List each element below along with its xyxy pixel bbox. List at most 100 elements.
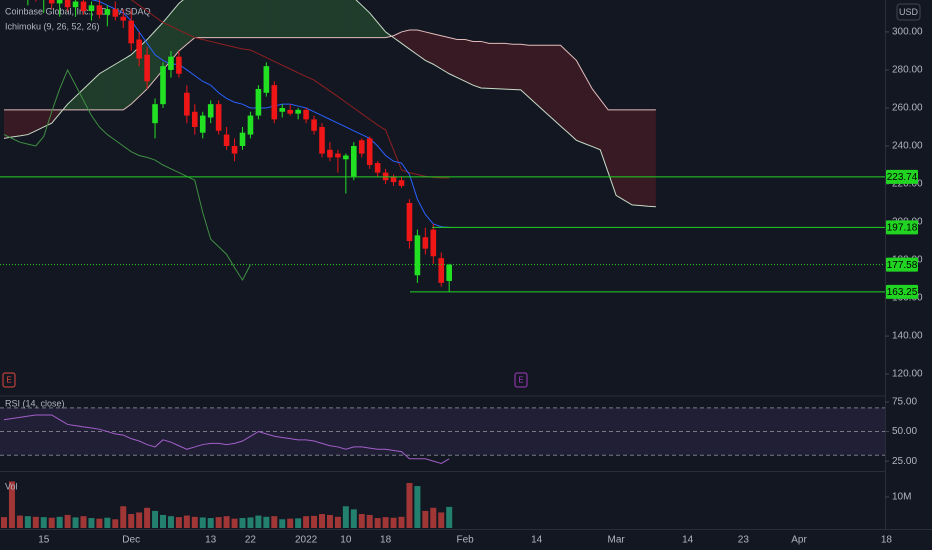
- ichimoku-cloud: [393, 31, 402, 44]
- candle-body: [287, 109, 293, 114]
- ichimoku-cloud: [528, 45, 537, 105]
- candle-body: [192, 111, 198, 127]
- volume-bar: [120, 506, 127, 528]
- candle-body: [406, 203, 413, 242]
- volume-bar: [334, 516, 341, 528]
- volume-bar: [88, 518, 95, 528]
- volume-bar: [446, 506, 453, 528]
- ichimoku-cloud: [647, 109, 656, 207]
- ichimoku-cloud: [322, 0, 330, 38]
- ichimoku-cloud: [250, 0, 259, 38]
- ichimoku-cloud: [186, 0, 195, 45]
- volume-label: Vol: [5, 481, 18, 491]
- ichimoku-chikou: [3, 68, 251, 281]
- volume-bar: [366, 514, 373, 528]
- ichimoku-cloud: [337, 0, 346, 38]
- candle-body: [327, 149, 333, 158]
- volume-bar: [303, 516, 310, 528]
- candle-body: [319, 126, 325, 154]
- ichimoku-cloud: [568, 52, 577, 141]
- ichimoku-cloud: [35, 109, 44, 131]
- candle-body: [160, 66, 166, 105]
- x-tick-label: 14: [682, 535, 694, 546]
- candle-body: [136, 39, 142, 59]
- volume-bar: [287, 518, 294, 528]
- candle-body: [144, 54, 150, 82]
- candle-body: [351, 145, 357, 177]
- ichimoku-cloud: [218, 0, 227, 38]
- currency-button[interactable]: [896, 3, 921, 21]
- volume-bar: [112, 519, 119, 528]
- volume-bar: [144, 507, 151, 528]
- y-tick-label: 120.00: [892, 369, 923, 380]
- candle-body: [374, 163, 381, 173]
- volume-bar: [175, 517, 182, 528]
- ichimoku-cloud: [417, 30, 426, 61]
- volume-pane: [1, 481, 453, 528]
- y-tick-label: 220.00: [892, 179, 923, 190]
- y-tick-label: 240.00: [892, 141, 923, 152]
- ichimoku-cloud: [83, 81, 92, 110]
- ichimoku-cloud: [258, 0, 267, 38]
- volume-bar: [48, 517, 55, 528]
- ichimoku-cloud: [115, 59, 124, 110]
- ichimoku-cloud: [123, 54, 132, 110]
- volume-bar: [64, 514, 71, 528]
- ichimoku-cloud: [282, 0, 291, 38]
- candle-body: [72, 1, 79, 8]
- volume-bar: [8, 481, 15, 528]
- volume-bar: [191, 516, 198, 528]
- volume-bar: [358, 514, 365, 528]
- ichimoku-cloud: [43, 109, 52, 127]
- earnings-marker: [2, 372, 16, 388]
- ichimoku-cloud: [465, 39, 474, 86]
- ichimoku-cloud: [298, 0, 307, 38]
- x-tick-label: Dec: [122, 535, 140, 546]
- ichimoku-cloud: [75, 88, 84, 110]
- volume-bar: [32, 516, 39, 528]
- candle-body: [88, 5, 95, 12]
- ichimoku-cloud: [290, 0, 299, 38]
- ichimoku-cloud: [512, 44, 521, 90]
- candle-body: [152, 104, 158, 124]
- volume-bar: [382, 517, 389, 528]
- volume-bar: [183, 515, 190, 528]
- y-tick-label: 10M: [892, 492, 911, 503]
- x-tick-label: Mar: [608, 535, 626, 546]
- ichimoku-cloud: [496, 43, 505, 90]
- indicator-label: Ichimoku (9, 26, 52, 26): [5, 21, 100, 31]
- candle-body: [358, 140, 365, 154]
- ichimoku-cloud: [560, 45, 569, 134]
- currency-label[interactable]: USD: [899, 7, 919, 17]
- ichimoku-cloud: [4, 109, 12, 139]
- earnings-marker: [514, 372, 528, 388]
- ichimoku-senkou-b: [4, 29, 656, 111]
- ichimoku-cloud: [353, 0, 362, 38]
- candle-body: [112, 9, 119, 17]
- ichimoku-cloud: [369, 12, 378, 38]
- volume-bar: [430, 507, 437, 528]
- volume-bar: [374, 518, 381, 528]
- volume-bar: [295, 518, 302, 528]
- volume-bar: [223, 516, 230, 528]
- ichimoku-cloud: [584, 74, 593, 147]
- y-tick-label: 280.00: [892, 65, 923, 76]
- ichimoku-cloud: [27, 109, 36, 135]
- ichimoku-cloud: [449, 37, 458, 78]
- y-tick-label: 75.00: [892, 397, 917, 408]
- rsi-line: [3, 414, 450, 465]
- candle-body: [176, 56, 182, 74]
- volume-bar: [215, 517, 222, 528]
- candle-body: [120, 16, 127, 21]
- volume-bar: [152, 510, 159, 528]
- x-tick-label: 18: [380, 535, 392, 546]
- volume-bar: [56, 516, 63, 528]
- ichimoku-cloud: [11, 109, 20, 138]
- level-label: 197.18: [887, 223, 918, 234]
- ichimoku-cloud: [306, 0, 315, 38]
- volume-bar: [263, 516, 270, 528]
- volume-bar: [390, 517, 397, 528]
- ichimoku-cloud: [19, 109, 28, 136]
